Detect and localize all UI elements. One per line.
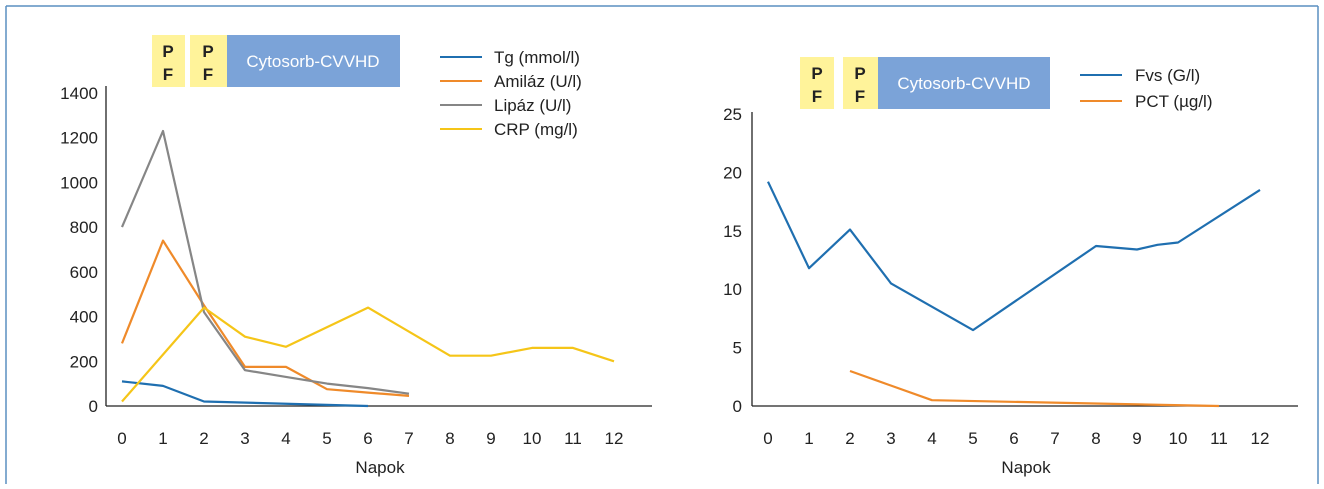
legend-label-lipaz: Lipáz (U/l) [494, 96, 571, 115]
x-tick-label: 4 [927, 429, 936, 448]
x-tick-label: 4 [281, 429, 290, 448]
x-tick-label: 3 [240, 429, 249, 448]
y-tick-label: 5 [733, 339, 742, 358]
series-line-amilz [120, 239, 410, 397]
y-tick-label: 200 [70, 352, 98, 371]
pf-box-1 [800, 57, 834, 109]
cytosorb-box [878, 57, 1050, 109]
pf-box-1-top: P [162, 42, 173, 61]
y-tick-label: 25 [723, 105, 742, 124]
series-line-fvs [767, 181, 1261, 332]
x-tick-label: 1 [804, 429, 813, 448]
x-tick-label: 7 [404, 429, 413, 448]
pf-box-1-bottom: F [163, 65, 173, 84]
cytosorb-box [227, 35, 400, 87]
x-axis-label: Napok [355, 458, 405, 477]
pf-box-1-top: P [811, 64, 822, 83]
x-tick-label: 9 [486, 429, 495, 448]
x-tick-label: 6 [1009, 429, 1018, 448]
x-tick-label: 5 [968, 429, 977, 448]
pf-box-1 [152, 35, 185, 87]
x-tick-label: 10 [1169, 429, 1188, 448]
pf-box-2-bottom: F [203, 65, 213, 84]
y-tick-label: 20 [723, 163, 742, 182]
y-tick-label: 1000 [60, 173, 98, 192]
cytosorb-label: Cytosorb-CVVHD [246, 52, 379, 71]
x-tick-label: 0 [763, 429, 772, 448]
x-tick-label: 9 [1132, 429, 1141, 448]
legend-label-amilaz: Amiláz (U/l) [494, 72, 582, 91]
cytosorb-label: Cytosorb-CVVHD [897, 74, 1030, 93]
x-tick-label: 5 [322, 429, 331, 448]
y-tick-label: 400 [70, 308, 98, 327]
x-tick-label: 8 [1091, 429, 1100, 448]
legend-label-fvs: Fvs (G/l) [1135, 66, 1200, 85]
series-line-tg [121, 380, 369, 408]
series-line-pct [849, 369, 1220, 408]
x-tick-label: 1 [158, 429, 167, 448]
y-tick-label: 0 [733, 397, 742, 416]
pf-box-2 [843, 57, 878, 109]
y-tick-label: 800 [70, 218, 98, 237]
series-line-crp [121, 306, 615, 403]
legend-label-pct: PCT (µg/l) [1135, 92, 1213, 111]
pf-box-2 [190, 35, 227, 87]
x-tick-label: 7 [1050, 429, 1059, 448]
y-tick-label: 0 [89, 397, 98, 416]
pf-box-2-bottom: F [855, 87, 865, 106]
pf-box-1-bottom: F [812, 87, 822, 106]
x-tick-label: 10 [523, 429, 542, 448]
y-tick-label: 15 [723, 222, 742, 241]
legend-label-tg: Tg (mmol/l) [494, 48, 580, 67]
pf-box-2-top: P [854, 64, 865, 83]
x-tick-label: 8 [445, 429, 454, 448]
x-tick-label: 12 [1251, 429, 1270, 448]
x-tick-label: 0 [117, 429, 126, 448]
x-axis-label: Napok [1001, 458, 1051, 477]
legend-label-crp: CRP (mg/l) [494, 120, 578, 139]
chart-left: P F P F Cytosorb-CVVHD 0 200 400 600 800 1000… [60, 35, 652, 477]
x-tick-label: 11 [564, 429, 582, 448]
x-tick-label: 11 [1210, 429, 1228, 448]
pf-box-2-top: P [202, 42, 213, 61]
y-tick-label: 600 [70, 263, 98, 282]
x-tick-label: 3 [886, 429, 895, 448]
x-tick-label: 2 [845, 429, 854, 448]
x-tick-label: 12 [605, 429, 624, 448]
y-tick-label: 1400 [60, 84, 98, 103]
y-tick-label: 1200 [60, 129, 98, 148]
series-line-lipz [120, 129, 410, 395]
x-tick-label: 6 [363, 429, 372, 448]
x-tick-label: 2 [199, 429, 208, 448]
y-tick-label: 10 [723, 280, 742, 299]
